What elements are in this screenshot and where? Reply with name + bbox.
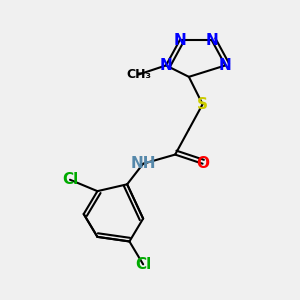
Text: N: N [206, 33, 218, 48]
Text: N: N [219, 58, 232, 73]
Text: N: N [173, 33, 186, 48]
Text: S: S [197, 97, 208, 112]
Text: CH₃: CH₃ [126, 68, 151, 81]
Text: O: O [196, 156, 209, 171]
Text: Cl: Cl [62, 172, 78, 187]
Text: NH: NH [130, 156, 156, 171]
Text: N: N [160, 58, 172, 73]
Text: Cl: Cl [135, 257, 151, 272]
